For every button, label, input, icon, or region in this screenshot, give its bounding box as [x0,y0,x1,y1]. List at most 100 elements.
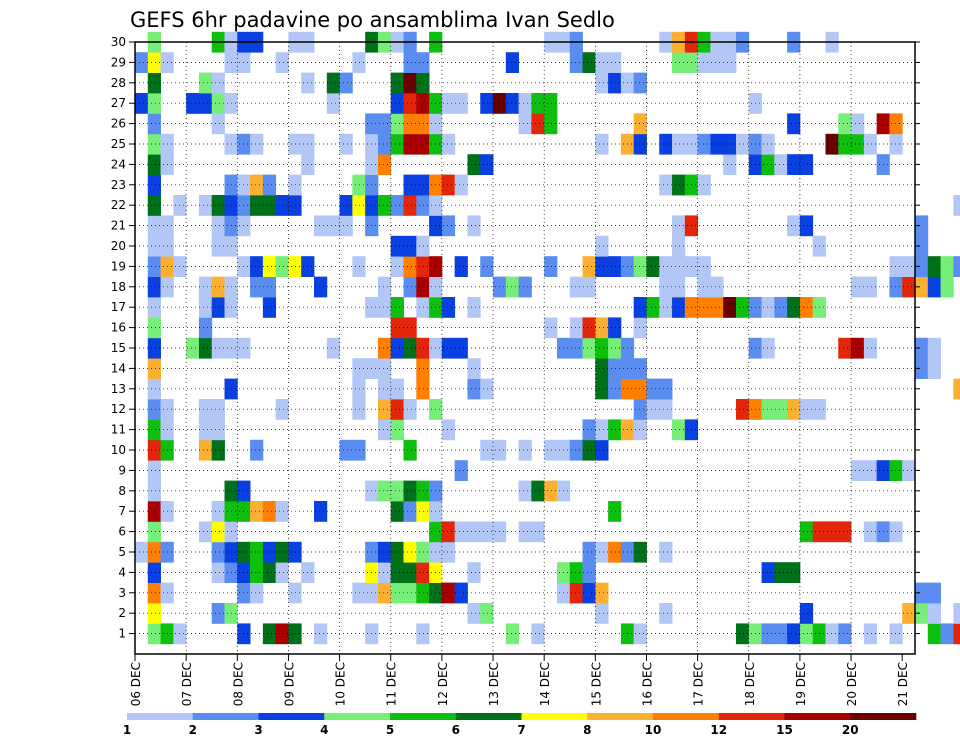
heatmap-cell [441,582,456,604]
heatmap-cell [672,174,686,196]
heatmap-cell [927,623,941,645]
heatmap-cell [633,623,647,645]
heatmap-cell [352,358,366,379]
heatmap-cell [339,215,353,237]
y-tick-label: 9 [118,463,126,477]
heatmap-cell [544,317,558,339]
heatmap-cell [595,603,609,624]
heatmap-cell [211,399,225,420]
heatmap-cell [147,419,161,441]
heatmap-cell [403,501,417,522]
heatmap-cell [672,276,686,298]
heatmap-cell [377,154,392,175]
heatmap-cell [339,195,353,216]
heatmap-cell [480,439,494,461]
heatmap-cell [940,256,954,277]
heatmap-cell [774,297,788,318]
heatmap-cell [147,174,161,196]
heatmap-cell [544,439,558,461]
heatmap-cell [608,419,622,441]
heatmap-cell [416,52,430,73]
heatmap-cell [211,113,225,135]
heatmap-cell [467,358,481,379]
heatmap-cell [672,419,686,441]
colorbar-swatch [718,713,785,720]
heatmap-cell [595,235,609,257]
heatmap-cell [250,439,264,461]
heatmap-cell [416,541,430,563]
heatmap-cell [825,623,839,645]
heatmap-cell [454,93,468,114]
heatmap-cell [480,154,494,175]
heatmap-cell [147,297,161,318]
heatmap-cell [198,439,213,461]
heatmap-cell [352,582,366,604]
heatmap-cell [352,399,366,420]
heatmap-cell [390,501,404,522]
heatmap-cell [416,501,430,522]
y-tick-label: 22 [111,198,126,212]
heatmap-cell [416,562,430,583]
heatmap-cell [595,582,609,604]
heatmap-cell [761,297,775,318]
heatmap-cell [326,93,340,114]
heatmap-cell [390,297,404,318]
y-tick-label: 16 [111,321,126,335]
heatmap-cell [339,133,353,155]
heatmap-cell [147,133,161,155]
colorbar-label: 1 [123,723,131,737]
heatmap-cell [569,337,583,359]
x-tick-label: 15 DEC [589,662,603,706]
x-tick-label: 08 DEC [231,662,245,706]
heatmap-cell [467,297,481,318]
colorbar-label: 20 [842,723,859,737]
heatmap-cell [467,603,481,624]
heatmap-cell [825,133,839,155]
heatmap-cell [211,603,225,624]
heatmap-cell [467,521,481,543]
heatmap-cell [927,603,941,624]
heatmap-cell [889,133,903,155]
heatmap-cell [147,235,161,257]
heatmap-cell [147,378,161,400]
heatmap-cell [147,317,161,339]
heatmap-cell [582,317,596,339]
heatmap-cell [838,337,852,359]
heatmap-cell [416,256,430,277]
y-tick-label: 17 [111,300,126,314]
heatmap-cell [441,337,456,359]
heatmap-cell [582,562,596,583]
heatmap-cell [480,93,494,114]
heatmap-cell [275,562,289,583]
heatmap-cell [774,154,788,175]
heatmap-cell [467,562,481,583]
heatmap-cell [262,623,277,645]
heatmap-cell [927,256,941,277]
heatmap-cell [275,399,289,420]
heatmap-cell [390,419,404,441]
heatmap-cell [774,562,788,583]
heatmap-cell [838,623,852,645]
heatmap-cell [454,521,468,543]
heatmap-cell [633,113,647,135]
heatmap-cell [633,256,647,277]
heatmap-cell [441,297,456,318]
y-tick-label: 11 [111,423,126,437]
heatmap-cell [454,582,468,604]
heatmap-cell [403,72,417,94]
heatmap-cell [250,174,264,196]
heatmap-cell [582,439,596,461]
heatmap-cell [403,113,417,135]
heatmap-cell [838,521,852,543]
heatmap-cell [787,297,801,318]
heatmap-cell [390,562,404,583]
heatmap-cell [147,154,161,175]
heatmap-cell [774,623,788,645]
heatmap-cell [135,93,149,114]
heatmap-cell [211,93,225,114]
heatmap-cell [147,358,161,379]
heatmap-cell [799,215,814,237]
heatmap-cell [390,399,404,420]
heatmap-cell [761,562,775,583]
heatmap-cell [377,378,392,400]
